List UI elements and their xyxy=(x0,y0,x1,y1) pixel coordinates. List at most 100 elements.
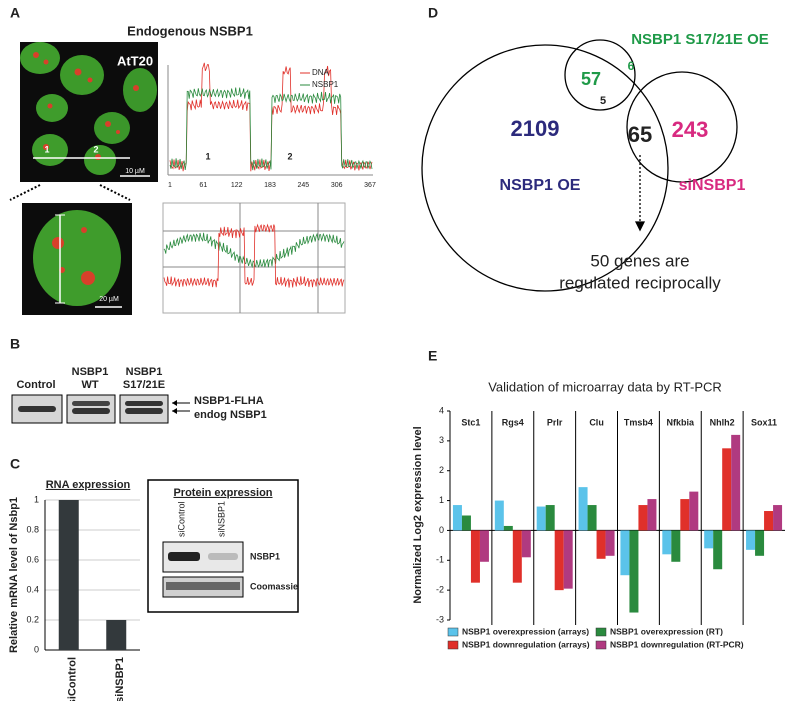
bar xyxy=(638,505,648,531)
zoom-profile xyxy=(162,202,346,314)
legend-label: NSBP1 downregulation (RT-PCR) xyxy=(610,639,744,649)
region-label: 2 xyxy=(93,144,98,154)
y-tick-label: 1 xyxy=(34,494,39,504)
panel-label: C xyxy=(10,456,20,472)
legend-label: NSBP1 overexpression (RT) xyxy=(610,626,723,636)
chart-title: Validation of microarray data by RT-PCR xyxy=(488,379,722,394)
panel-label: E xyxy=(428,348,437,364)
bar xyxy=(713,530,723,570)
count: 65 xyxy=(628,122,652,147)
bar xyxy=(629,530,639,613)
box-title: Protein expression xyxy=(173,487,272,499)
intensity-profile xyxy=(167,62,373,176)
x-tick-label: 1 xyxy=(168,182,172,189)
bar xyxy=(479,530,489,562)
set-label: NSBP1 S17/21E OE xyxy=(631,31,769,48)
scale-bar-label: 10 µM xyxy=(125,168,145,175)
chart-title: RNA expression xyxy=(46,479,131,491)
legend-label: NSBP1 downregulation (arrays) xyxy=(462,639,590,649)
bar xyxy=(722,448,732,531)
set-label: NSBP1 OE xyxy=(500,177,581,194)
bar xyxy=(494,500,504,531)
x-tick-label: Nfkbia xyxy=(667,417,696,427)
x-tick-label: Prlr xyxy=(547,417,563,427)
legend-swatch xyxy=(595,627,607,637)
row-label: Coomassie xyxy=(250,581,298,591)
bar xyxy=(536,506,546,531)
y-tick-label: 0 xyxy=(34,644,39,654)
bar xyxy=(521,530,531,558)
western-blot xyxy=(11,394,190,424)
trace xyxy=(163,223,345,288)
band-label: endog NSBP1 xyxy=(194,409,267,421)
bar xyxy=(461,515,471,531)
note: 50 genes are xyxy=(590,251,689,270)
panel-label: D xyxy=(428,5,438,21)
bar xyxy=(605,530,615,556)
legend-swatch xyxy=(447,640,459,650)
x-tick-label: siNSBP1 xyxy=(114,657,126,701)
y-tick-label: 3 xyxy=(439,435,444,445)
zoom-micrograph xyxy=(22,203,132,315)
x-tick-label: 183 xyxy=(264,182,276,189)
count: 57 xyxy=(581,69,601,89)
bar xyxy=(503,525,513,531)
y-tick-label: -3 xyxy=(436,614,444,624)
y-tick-label: 0.4 xyxy=(26,584,39,594)
bar xyxy=(106,620,127,650)
scale-bar-label: 20 µM xyxy=(99,296,119,303)
y-axis-title: Relative mRNA level of Nsbp1 xyxy=(8,497,20,653)
panel-title: Endogenous NSBP1 xyxy=(127,23,253,38)
cell-line: AtT20 xyxy=(117,53,153,68)
row-label: NSBP1 xyxy=(250,551,280,561)
bar xyxy=(545,505,555,531)
x-tick-label: Stc1 xyxy=(461,417,480,427)
protein-box xyxy=(147,479,299,613)
y-tick-label: 0.6 xyxy=(26,554,39,564)
x-tick-label: 367 xyxy=(364,182,376,189)
lane-label: siNSBP1 xyxy=(216,501,226,537)
x-tick-label: Sox11 xyxy=(751,417,777,427)
bar xyxy=(680,499,690,531)
count: 2109 xyxy=(511,116,560,141)
x-tick-label: 61 xyxy=(199,182,207,189)
bar xyxy=(563,530,573,589)
lane-label: Control xyxy=(16,379,55,391)
bar xyxy=(662,530,672,555)
bar xyxy=(452,505,462,531)
bar xyxy=(731,434,741,531)
bar xyxy=(470,530,480,583)
y-tick-label: -1 xyxy=(436,555,444,565)
bar xyxy=(704,530,714,549)
bar xyxy=(746,530,756,550)
count: 6 xyxy=(628,59,635,73)
venn xyxy=(421,39,738,292)
panel-label: A xyxy=(10,5,20,21)
zoom-line xyxy=(9,184,41,201)
x-tick-label: Tmsb4 xyxy=(624,417,653,427)
y-tick-label: 0 xyxy=(439,525,444,535)
region-label: 1 xyxy=(205,151,210,161)
trace xyxy=(169,87,373,171)
lane-label: WT xyxy=(81,379,98,391)
y-tick-label: 4 xyxy=(439,405,444,415)
region-label: 2 xyxy=(287,151,292,161)
region-label: 1 xyxy=(44,144,49,154)
note: regulated reciprocally xyxy=(559,273,721,292)
lane-label: NSBP1 xyxy=(126,366,163,378)
lane-label: S17/21E xyxy=(123,379,165,391)
micrograph xyxy=(20,42,158,182)
zoom-line xyxy=(99,184,131,201)
x-tick-label: siControl xyxy=(67,657,79,701)
bar xyxy=(755,530,765,556)
y-tick-label: 0.2 xyxy=(26,614,39,624)
bar xyxy=(587,505,597,531)
y-tick-label: 2 xyxy=(439,465,444,475)
x-tick-label: 306 xyxy=(331,182,343,189)
legend-label: NSBP1 overexpression (arrays) xyxy=(462,626,589,636)
legend-swatch xyxy=(447,627,459,637)
y-axis-title: Normalized Log2 expression level xyxy=(412,426,424,603)
x-tick-label: Clu xyxy=(589,417,604,427)
band-label: NSBP1-FLHA xyxy=(194,395,264,407)
